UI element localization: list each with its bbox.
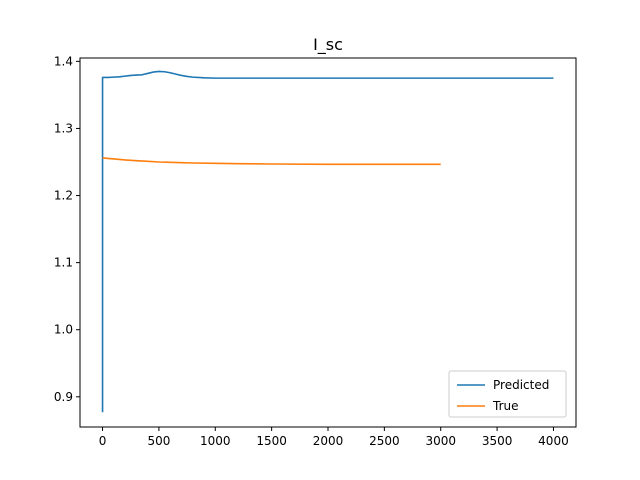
chart-title: I_sc (313, 35, 343, 55)
x-tick-label: 1000 (200, 434, 231, 448)
x-tick-label: 3000 (425, 434, 456, 448)
y-tick-label: 1.1 (54, 256, 73, 270)
series-line-predicted (101, 70, 554, 413)
x-tick-label: 4000 (538, 434, 569, 448)
x-axis: 0 500 1000 1500 2000 2500 3000 3500 4000 (99, 427, 569, 448)
y-tick-label: 1.2 (54, 189, 73, 203)
legend: Predicted True (448, 370, 567, 418)
legend-label-predicted: Predicted (493, 378, 549, 392)
x-tick-label: 2500 (369, 434, 400, 448)
plot-area (101, 70, 554, 413)
series-line-true (102, 157, 441, 166)
x-tick-label: 500 (147, 434, 170, 448)
x-tick-label: 0 (99, 434, 107, 448)
x-tick-label: 3500 (482, 434, 513, 448)
y-tick-label: 1.0 (54, 323, 73, 337)
x-tick-label: 2000 (313, 434, 344, 448)
y-tick-label: 1.3 (54, 121, 73, 135)
y-tick-label: 1.4 (54, 54, 73, 68)
y-axis: 0.9 1.0 1.1 1.2 1.3 1.4 (54, 54, 80, 404)
legend-label-true: True (492, 399, 519, 413)
x-tick-label: 1500 (256, 434, 287, 448)
y-tick-label: 0.9 (54, 390, 73, 404)
